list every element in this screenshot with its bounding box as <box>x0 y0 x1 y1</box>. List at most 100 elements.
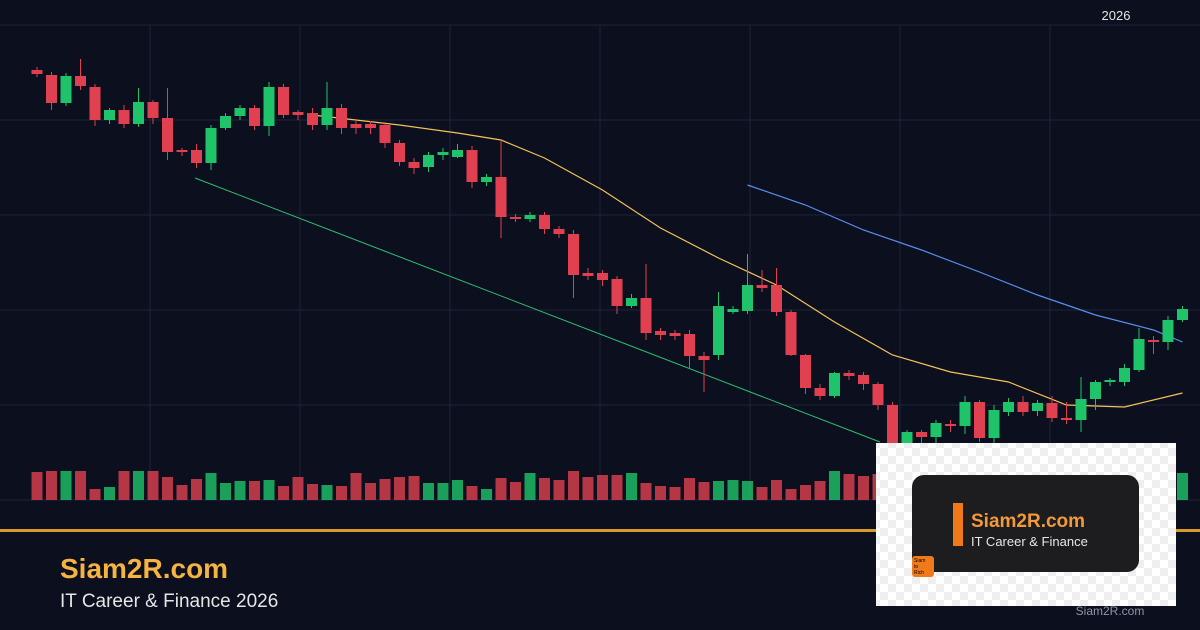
volume-bar <box>829 471 840 500</box>
candle-body <box>698 356 710 360</box>
volume-bar <box>350 473 362 500</box>
volume-bar <box>263 480 275 500</box>
volume-bar <box>292 477 304 500</box>
candle-body <box>1148 340 1159 342</box>
volume-bar <box>162 477 173 500</box>
volume-bar <box>89 489 101 500</box>
candle-body <box>988 410 1000 438</box>
candle-body <box>713 306 724 355</box>
candle-body <box>553 229 565 234</box>
candle-body <box>539 215 550 229</box>
volume-bar <box>843 474 855 500</box>
candle-body <box>568 234 579 275</box>
candle-body <box>452 150 463 157</box>
volume-bar <box>611 475 623 500</box>
candle-body <box>147 102 159 118</box>
trend-line <box>194 177 881 443</box>
volume-bar <box>539 478 550 500</box>
year-label: 2026 <box>1102 8 1131 23</box>
logo-badge-text: Siam to Rich <box>914 558 926 576</box>
candle-body <box>742 285 753 311</box>
candle-body <box>220 116 231 128</box>
volume-bar <box>220 483 231 500</box>
candle-body <box>249 108 260 126</box>
candle-body <box>495 177 507 217</box>
candle-body <box>75 76 86 86</box>
candle-body <box>800 355 811 388</box>
candle-body <box>930 423 942 437</box>
candle-body <box>162 118 173 152</box>
volume-bar <box>176 485 188 500</box>
volume-bar <box>1177 473 1188 500</box>
candle-body <box>1104 380 1116 382</box>
candle-body <box>684 334 695 356</box>
volume-bar <box>379 479 391 500</box>
candle-body <box>408 162 420 168</box>
candle-body <box>437 152 449 155</box>
volume-bar <box>814 481 826 500</box>
volume-bar <box>800 485 811 500</box>
candle-body <box>1090 382 1101 399</box>
candle-body <box>46 75 57 103</box>
volume-bar <box>249 481 260 500</box>
candle-body <box>640 298 652 333</box>
candle-body <box>1075 399 1087 420</box>
volume-bar <box>727 480 739 500</box>
moving-average <box>747 184 1183 343</box>
candle-body <box>1119 368 1130 382</box>
candle-body <box>858 375 869 384</box>
candle-body <box>292 112 304 115</box>
candle-body <box>350 124 362 128</box>
volume-bar <box>104 487 115 500</box>
volume-bar <box>365 483 376 500</box>
volume-bar <box>698 482 710 500</box>
candle-body <box>31 70 43 74</box>
volume-bar <box>713 481 724 500</box>
volume-bar <box>684 478 695 500</box>
volume-bar <box>640 483 652 500</box>
logo-bar <box>953 503 963 546</box>
candle-body <box>597 273 608 280</box>
candle-body <box>887 405 898 443</box>
volume-bar <box>205 473 217 500</box>
volume-bar <box>46 471 57 500</box>
volume-bar <box>785 489 797 500</box>
candle-body <box>263 87 275 126</box>
candle-body <box>1061 418 1072 420</box>
volume-bar <box>495 478 507 500</box>
candle-body <box>916 432 927 437</box>
volume-bar <box>336 486 347 500</box>
volume-bar <box>510 482 521 500</box>
volume-bar <box>423 483 434 500</box>
volume-bar <box>582 477 594 500</box>
logo-card <box>912 475 1139 572</box>
volume-bar <box>278 486 289 500</box>
volume-bar <box>626 473 637 500</box>
candle-body <box>379 125 391 143</box>
candle-body <box>89 87 101 120</box>
candle-body <box>814 388 826 396</box>
candle-body <box>133 102 144 124</box>
candle-body <box>104 110 115 120</box>
volume-bar <box>553 480 565 500</box>
volume-bar <box>756 487 768 500</box>
candle-body <box>278 87 289 115</box>
candle-body <box>756 285 768 288</box>
volume-bar <box>60 471 72 500</box>
candle-body <box>205 128 217 163</box>
volume-bar <box>452 480 463 500</box>
candle-body <box>771 285 782 312</box>
grid <box>0 24 1200 501</box>
candle-body <box>191 150 202 163</box>
candle-body <box>785 312 797 355</box>
candle-body <box>321 108 333 125</box>
candle-body <box>118 110 130 124</box>
candle-body <box>365 124 376 128</box>
candle-body <box>843 373 855 376</box>
volume-bar <box>408 476 420 500</box>
candle-body <box>307 113 318 125</box>
footer-brand: Siam2R.com <box>60 553 228 584</box>
candle-body <box>466 150 478 182</box>
volume-bar <box>321 485 333 500</box>
